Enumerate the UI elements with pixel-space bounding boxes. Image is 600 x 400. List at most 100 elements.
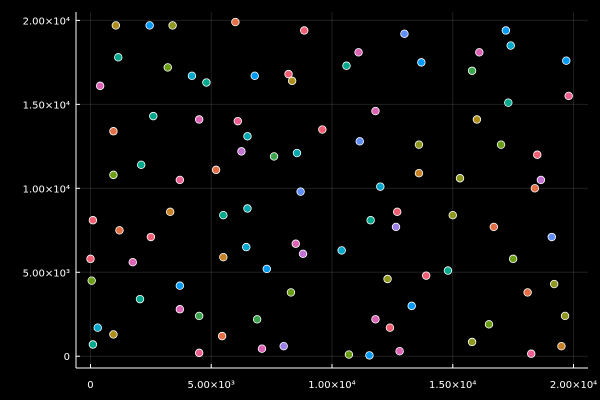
scatter-point — [527, 349, 536, 358]
scatter-point — [250, 71, 259, 81]
x-tick-label: 5.00×10³ — [188, 380, 235, 391]
scatter-point — [318, 125, 327, 134]
scatter-point — [194, 115, 204, 124]
scatter-point — [421, 271, 431, 280]
scatter-point — [484, 320, 494, 329]
scatter-point — [300, 26, 309, 35]
scatter-point — [564, 91, 573, 101]
scatter-point — [86, 254, 95, 264]
scatter-point — [233, 116, 243, 126]
scatter-point — [547, 232, 556, 242]
data-points — [86, 17, 573, 360]
scatter-point — [296, 187, 305, 196]
scatter-point — [88, 216, 98, 225]
scatter-point — [291, 239, 300, 248]
scatter-point — [165, 207, 175, 217]
scatter-point — [562, 56, 571, 65]
scatter-point — [217, 331, 227, 341]
y-tick-label: 2.00×10⁴ — [23, 16, 70, 27]
scatter-point — [128, 258, 137, 267]
scatter-point — [467, 66, 477, 75]
scatter-point — [243, 132, 252, 141]
scatter-point — [536, 175, 546, 185]
scatter-point — [371, 315, 380, 324]
scatter-point — [202, 78, 211, 87]
scatter-point — [455, 174, 465, 183]
scatter-point — [279, 341, 288, 351]
scatter-point — [146, 232, 156, 242]
scatter-point — [354, 48, 363, 57]
x-tick-label: 2.00×10⁴ — [550, 380, 597, 391]
scatter-point — [242, 242, 251, 252]
tick-labels: 0 5.00×10³ 1.00×10⁴ 1.50×10⁴ 2.00×10⁴ 0 5.00×1… — [23, 16, 598, 391]
scatter-point — [501, 26, 511, 35]
scatter-point — [175, 281, 185, 290]
x-tick-label: 1.00×10⁴ — [308, 380, 355, 391]
scatter-point — [145, 21, 154, 30]
scatter-point — [472, 115, 482, 124]
scatter-point — [344, 350, 354, 359]
scatter-point — [504, 98, 513, 107]
scatter-point — [262, 264, 271, 274]
scatter-point — [393, 207, 402, 217]
scatter-point — [257, 344, 267, 353]
y-tick-label: 1.50×10⁴ — [23, 100, 70, 111]
scatter-point — [163, 63, 172, 72]
scatter-point — [530, 184, 540, 193]
scatter-point — [355, 137, 364, 146]
scatter-point — [376, 182, 385, 191]
scatter-point — [109, 127, 118, 136]
scatter-point — [506, 41, 515, 50]
scatter-point — [168, 21, 177, 30]
scatter-point — [175, 175, 185, 185]
scatter-point — [489, 222, 499, 232]
scatter-point — [557, 341, 566, 351]
scatter-point — [448, 210, 457, 220]
scatter-point — [523, 288, 532, 297]
scatter-point — [194, 348, 204, 358]
scatter-point — [467, 337, 477, 347]
scatter-point — [149, 111, 158, 121]
scatter-point — [175, 305, 185, 314]
scatter-point — [407, 301, 416, 311]
scatter-point — [365, 351, 374, 360]
scatter-point — [443, 266, 453, 275]
scatter-point — [219, 252, 228, 262]
scatter-point — [219, 210, 228, 220]
scatter-point — [237, 147, 246, 156]
scatter-point — [414, 169, 424, 178]
scatter-point — [549, 279, 559, 289]
scatter-point — [269, 152, 279, 161]
y-tick-label: 5.00×10³ — [23, 268, 70, 279]
scatter-point — [187, 71, 197, 81]
scatter-point — [109, 170, 118, 180]
y-tick-label: 0 — [64, 352, 70, 363]
axes — [75, 12, 588, 369]
scatter-point — [391, 222, 401, 232]
scatter-point — [93, 323, 102, 332]
scatter-point — [400, 29, 409, 39]
scatter-point — [560, 311, 570, 321]
scatter-point — [194, 311, 204, 321]
scatter-point — [417, 58, 426, 67]
grid-lines — [76, 12, 588, 368]
scatter-point — [414, 140, 424, 149]
scatter-point — [135, 294, 145, 304]
y-tick-label: 1.00×10⁴ — [23, 184, 70, 195]
scatter-point — [298, 249, 308, 259]
scatter-point — [385, 323, 395, 332]
scatter-point — [111, 21, 121, 30]
scatter-point — [211, 165, 221, 175]
scatter-point — [114, 53, 123, 62]
scatter-point — [475, 48, 484, 57]
scatter-point — [95, 81, 105, 91]
scatter-point — [87, 276, 96, 285]
scatter-point — [508, 254, 518, 264]
scatter-point — [243, 204, 252, 213]
scatter-point — [115, 226, 124, 235]
scatter-point — [496, 140, 506, 149]
scatter-point — [252, 315, 262, 324]
scatter-point — [395, 347, 404, 356]
scatter-point — [371, 106, 380, 116]
